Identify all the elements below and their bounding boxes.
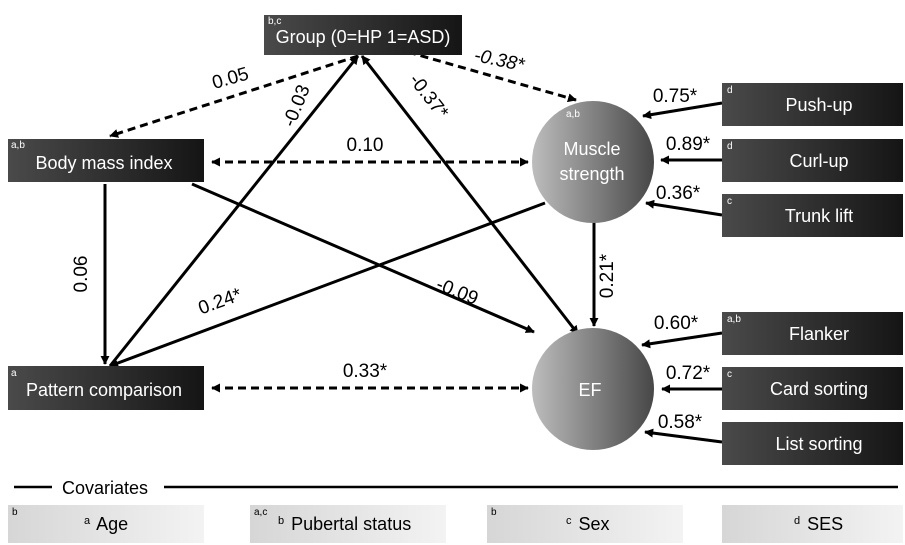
covariate-sex-sup-left: b xyxy=(491,507,497,518)
covariate-pubertal-status: a,c b Pubertal status xyxy=(250,505,446,543)
coef-list: 0.58* xyxy=(658,412,703,433)
node-trunk-lift: c Trunk lift xyxy=(722,194,903,237)
edge-pushup xyxy=(642,101,723,120)
coef-group-muscle: -0.38* xyxy=(472,45,527,76)
covariate-ses: d SES xyxy=(722,505,903,543)
node-curlup-label: Curl-up xyxy=(789,151,848,171)
coef-pattern-ef: 0.33* xyxy=(343,361,388,382)
svg-text:c Sex: c Sex xyxy=(566,508,610,534)
node-bmi-label: Body mass index xyxy=(35,153,172,173)
edge-trunk xyxy=(645,199,723,217)
edge-muscle-pattern xyxy=(109,201,546,368)
node-muscle-sup: a,b xyxy=(566,109,580,120)
covariate-ses-label: SES xyxy=(807,514,843,534)
node-pushup: d Push-up xyxy=(722,83,903,126)
covariate-pubertal-sup: b xyxy=(278,515,284,527)
node-curlup-sup: d xyxy=(727,141,733,152)
coef-group-bmi: 0.05 xyxy=(210,64,251,94)
node-group-sup: b,c xyxy=(268,16,281,27)
node-muscle-label-line1: Muscle xyxy=(563,139,620,159)
edge-group-bmi xyxy=(109,54,359,138)
node-card-sup: c xyxy=(727,369,732,380)
edge-bmi-ef xyxy=(191,182,535,334)
covariate-ses-sup: d xyxy=(794,515,800,527)
node-flanker-sup: a,b xyxy=(727,314,741,325)
covariate-age: b a Age xyxy=(8,505,204,543)
coef-group-ef: -0.37* xyxy=(404,70,452,123)
node-flanker-label: Flanker xyxy=(789,324,849,344)
node-trunk-sup: c xyxy=(727,196,732,207)
coef-flanker: 0.60* xyxy=(654,313,699,334)
node-bmi-sup: a,b xyxy=(11,140,25,151)
edge-group-pattern xyxy=(108,55,360,367)
svg-text:a Age: a Age xyxy=(84,508,128,534)
edge-group-ef xyxy=(360,55,580,335)
covariate-age-sup: a xyxy=(84,515,91,527)
coef-muscle-pattern: 0.24* xyxy=(196,284,245,319)
covariates-section: Covariates b a Age a,c b Pubertal status… xyxy=(8,478,903,543)
node-list-sorting: List sorting xyxy=(722,422,903,465)
node-pattern-sup: a xyxy=(11,368,17,379)
node-flanker: a,b Flanker xyxy=(722,312,903,355)
covariate-age-label: Age xyxy=(96,514,128,534)
edge-flanker xyxy=(641,331,723,349)
node-group-label: Group (0=HP 1=ASD) xyxy=(276,27,451,47)
coef-curlup: 0.89* xyxy=(666,134,711,155)
node-card-label: Card sorting xyxy=(770,379,868,399)
svg-text:d SES: d SES xyxy=(794,508,843,534)
edge-list xyxy=(644,428,723,444)
coef-bmi-pattern: 0.06 xyxy=(71,256,92,293)
coef-bmi-ef: -0.09 xyxy=(433,274,481,310)
node-group: b,c Group (0=HP 1=ASD) xyxy=(264,15,462,55)
node-ef: EF xyxy=(532,328,654,450)
covariate-sex-label: Sex xyxy=(579,514,610,534)
node-muscle-strength: a,b Muscle strength xyxy=(532,101,654,223)
covariate-age-sup-left: b xyxy=(12,507,18,518)
coef-muscle-ef: 0.21* xyxy=(597,253,618,298)
coef-group-pattern: -0.03 xyxy=(279,82,315,130)
node-bmi: a,b Body mass index xyxy=(8,139,204,182)
coef-trunk: 0.36* xyxy=(656,183,701,204)
node-pattern-comparison: a Pattern comparison xyxy=(8,366,204,410)
covariates-title: Covariates xyxy=(62,478,148,498)
covariate-pubertal-label: Pubertal status xyxy=(291,514,411,534)
covariate-pubertal-sup-left: a,c xyxy=(254,507,267,518)
coef-pushup: 0.75* xyxy=(653,86,698,107)
covariate-sex: b c Sex xyxy=(487,505,683,543)
covariate-sex-sup: c xyxy=(566,515,572,527)
svg-text:b Pubertal status: b Pubertal status xyxy=(278,508,411,534)
coef-bmi-muscle: 0.10 xyxy=(347,135,384,156)
node-muscle-label-line2: strength xyxy=(559,164,624,184)
node-trunk-label: Trunk lift xyxy=(785,206,853,226)
node-ef-label: EF xyxy=(578,380,601,400)
coef-card: 0.72* xyxy=(666,363,711,384)
edges xyxy=(100,50,723,444)
node-pushup-label: Push-up xyxy=(785,95,852,115)
node-curlup: d Curl-up xyxy=(722,139,903,182)
node-pattern-label: Pattern comparison xyxy=(26,380,182,400)
node-card-sorting: c Card sorting xyxy=(722,367,903,410)
node-list-label: List sorting xyxy=(775,434,862,454)
node-pushup-sup: d xyxy=(727,85,733,96)
